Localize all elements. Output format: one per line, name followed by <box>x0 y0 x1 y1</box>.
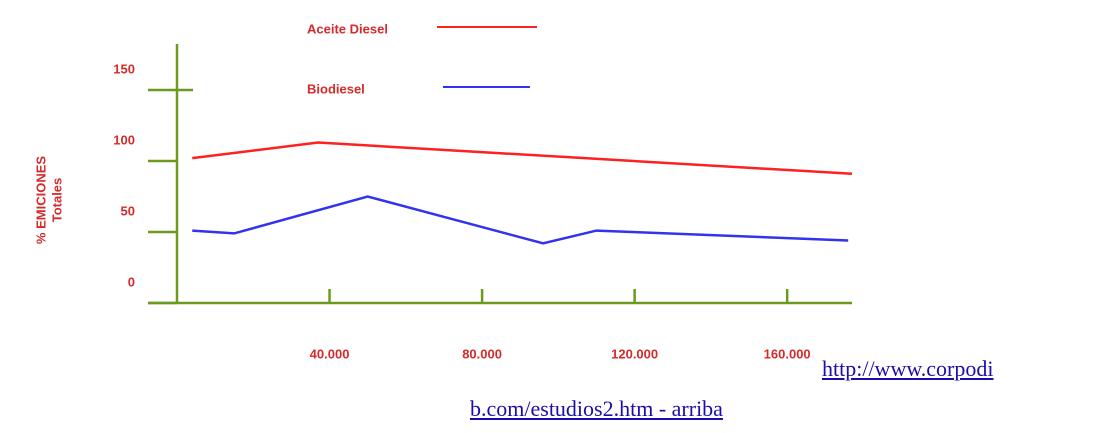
link[interactable]: http://www.corpodi <box>822 356 994 381</box>
link[interactable]: b.com/estudios2.htm - arriba <box>470 396 723 421</box>
x-tick-label: 120.000 <box>611 346 658 361</box>
series-line <box>192 141 853 176</box>
y-tick-label: 0 <box>128 274 135 289</box>
y-tick-label: 50 <box>121 203 135 218</box>
y-label: % EMICIONES <box>33 156 48 244</box>
y-tick-label: 100 <box>113 132 135 147</box>
y-tick-label: 150 <box>113 61 135 76</box>
legend-label: Aceite Diesel <box>307 21 388 36</box>
x-tick-label: 160.000 <box>764 346 811 361</box>
legend-label: Biodiesel <box>307 81 365 96</box>
y-label: Totales <box>49 178 64 223</box>
series-line <box>192 195 849 245</box>
x-tick-label: 40.000 <box>310 346 350 361</box>
x-tick-label: 80.000 <box>462 346 502 361</box>
